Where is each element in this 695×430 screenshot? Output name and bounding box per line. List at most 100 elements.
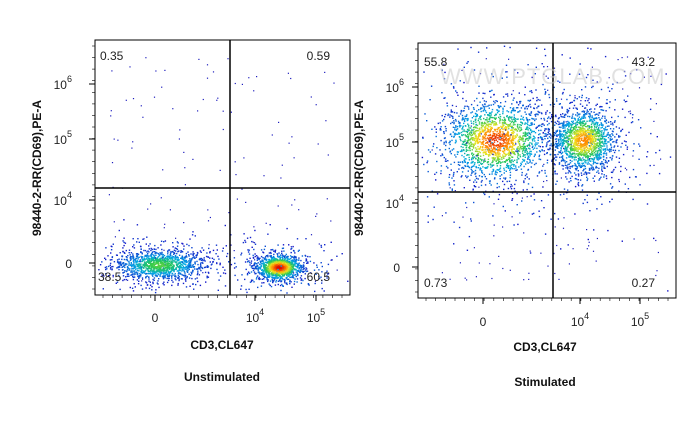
event-point xyxy=(496,182,498,185)
event-point xyxy=(134,259,137,262)
event-point xyxy=(135,257,137,259)
event-point xyxy=(482,129,485,132)
event-point xyxy=(524,178,526,180)
event-point xyxy=(236,198,238,200)
event-point xyxy=(126,263,128,265)
event-point xyxy=(541,104,543,106)
event-point xyxy=(135,253,138,255)
event-point xyxy=(579,179,582,181)
event-point xyxy=(578,147,581,149)
event-point xyxy=(136,279,139,281)
event-point xyxy=(267,254,269,257)
event-point xyxy=(285,257,287,259)
event-point xyxy=(541,136,543,139)
event-point xyxy=(273,256,275,259)
event-point xyxy=(112,276,114,278)
event-point xyxy=(512,151,515,153)
event-point xyxy=(479,134,481,137)
event-point xyxy=(290,251,292,254)
event-point xyxy=(506,138,508,140)
event-point xyxy=(487,130,490,132)
event-point xyxy=(541,141,543,143)
event-point xyxy=(424,113,426,115)
event-point xyxy=(471,149,473,151)
event-point xyxy=(152,275,154,277)
event-point xyxy=(541,123,543,125)
event-point xyxy=(558,117,560,119)
event-point xyxy=(493,158,496,160)
event-point xyxy=(532,148,534,150)
event-point xyxy=(160,267,162,269)
event-point xyxy=(158,258,160,261)
event-point xyxy=(181,242,183,245)
event-point xyxy=(489,182,491,184)
event-point xyxy=(489,154,491,156)
event-point xyxy=(222,272,225,274)
event-point xyxy=(578,131,580,133)
event-point xyxy=(324,71,326,73)
event-point xyxy=(234,274,236,277)
event-point xyxy=(300,270,302,272)
event-point xyxy=(136,254,138,256)
event-point xyxy=(193,256,195,258)
event-point xyxy=(274,263,276,265)
event-point xyxy=(514,135,517,137)
event-point xyxy=(162,278,165,280)
event-point xyxy=(139,276,141,278)
event-point xyxy=(535,162,537,165)
event-point xyxy=(275,269,278,271)
event-point xyxy=(541,169,543,172)
event-point xyxy=(185,255,187,257)
event-point xyxy=(468,154,470,156)
event-point xyxy=(160,271,162,273)
event-point xyxy=(271,272,273,274)
event-point xyxy=(209,261,211,263)
event-point xyxy=(178,276,180,278)
event-point xyxy=(158,270,160,273)
event-point xyxy=(519,148,521,150)
event-point xyxy=(448,184,451,186)
event-point xyxy=(476,110,478,112)
event-point xyxy=(224,224,226,227)
event-point xyxy=(499,134,501,136)
event-point xyxy=(202,249,205,251)
event-point xyxy=(162,270,164,272)
y-tick-1e4-left: 104 xyxy=(54,190,72,208)
event-point xyxy=(177,250,179,253)
event-point xyxy=(294,273,297,276)
event-point xyxy=(145,287,147,289)
event-point xyxy=(496,100,498,103)
event-point xyxy=(527,123,529,126)
event-point xyxy=(527,183,530,185)
event-point xyxy=(287,272,289,275)
event-point xyxy=(127,267,129,270)
event-point xyxy=(175,261,178,263)
event-point xyxy=(467,61,469,63)
event-point xyxy=(190,263,192,265)
event-point xyxy=(485,178,488,180)
event-point xyxy=(183,271,186,273)
event-point xyxy=(268,263,270,266)
event-point xyxy=(535,142,537,144)
event-point xyxy=(484,151,486,154)
event-point xyxy=(458,115,460,117)
event-point xyxy=(529,129,532,132)
event-point xyxy=(520,145,522,148)
event-point xyxy=(529,161,531,164)
event-point xyxy=(192,270,194,272)
event-point xyxy=(493,151,495,153)
event-point xyxy=(264,271,267,273)
event-point xyxy=(511,146,514,148)
event-point xyxy=(478,164,480,166)
event-point xyxy=(561,106,563,108)
event-point xyxy=(453,111,456,114)
event-point xyxy=(172,270,174,272)
event-point xyxy=(460,109,462,112)
event-point xyxy=(219,169,221,171)
event-point xyxy=(185,280,187,282)
event-point xyxy=(277,272,279,275)
event-point xyxy=(277,262,280,264)
event-point xyxy=(441,69,443,71)
event-point xyxy=(493,146,495,149)
event-point xyxy=(145,267,147,269)
